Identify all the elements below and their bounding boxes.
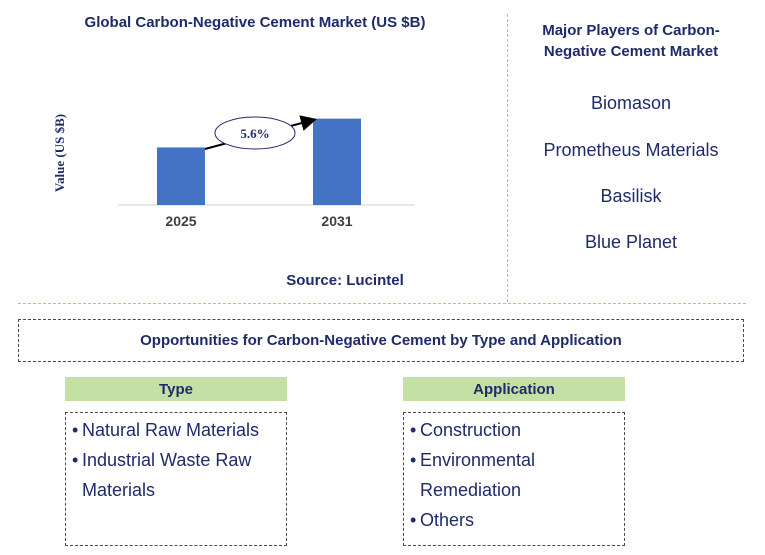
horizontal-divider bbox=[18, 303, 746, 304]
player-item: Basilisk bbox=[600, 186, 662, 206]
list-item: • Others bbox=[410, 510, 475, 530]
opportunities-title: Opportunities for Carbon-Negative Cement… bbox=[18, 319, 744, 362]
x-tick-label: 2031 bbox=[321, 213, 352, 229]
application-list: • Construction • Environmental Remediation… bbox=[403, 412, 625, 546]
list-item: • Construction bbox=[410, 420, 522, 440]
type-list: • Natural Raw Materials • Industrial Waste… bbox=[65, 412, 287, 546]
vertical-divider bbox=[507, 14, 508, 302]
bar-2025 bbox=[157, 147, 205, 205]
bar-chart: 2025 2031 5.6% bbox=[118, 115, 415, 229]
cagr-ellipse bbox=[214, 116, 296, 150]
players-title: Major Players of Carbon-Negative Cement … bbox=[542, 22, 720, 60]
list-item: • Natural Raw Materials bbox=[72, 420, 260, 440]
list-item: • Industrial Waste Raw Materials bbox=[72, 450, 252, 500]
source-label: Source: Lucintel bbox=[286, 272, 404, 289]
player-item: Biomason bbox=[590, 93, 672, 113]
list-item: • Environmental Remediation bbox=[410, 450, 536, 500]
player-item: Blue Planet bbox=[584, 232, 678, 252]
cagr-label: 5.6% bbox=[240, 126, 269, 141]
application-heading: Application bbox=[403, 377, 625, 401]
x-tick-label: 2025 bbox=[165, 213, 196, 229]
player-item: Prometheus Materials bbox=[543, 140, 719, 160]
type-heading: Type bbox=[65, 377, 287, 401]
chart-title: Global Carbon-Negative Cement Market (US… bbox=[84, 14, 426, 31]
bar-2031 bbox=[313, 118, 361, 205]
